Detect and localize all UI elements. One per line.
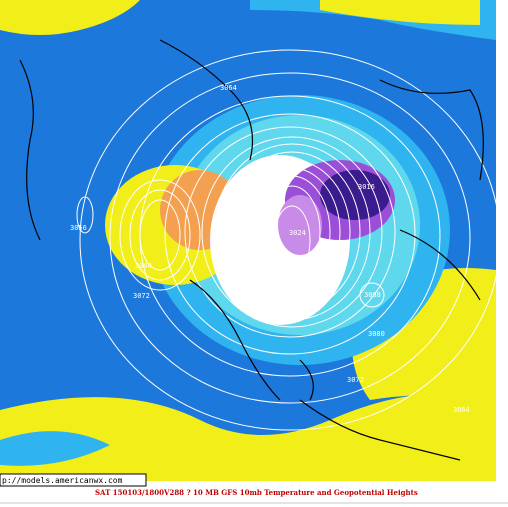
map-caption: SAT 150103/1800V288 ? 10 MB GFS 10mb Tem… [95, 488, 418, 497]
contour-label: 3072 [347, 376, 364, 384]
source-url: p://models.americanwx.com [2, 476, 123, 485]
cool-area [0, 431, 110, 466]
coastlines [19, 39, 484, 461]
contour-label: 3056 [70, 224, 87, 232]
contour-label: 3064 [220, 84, 237, 92]
cold-core [278, 195, 322, 255]
contour-label: 3080 [368, 330, 385, 338]
warm-area [320, 0, 480, 25]
height-contours [76, 49, 496, 431]
contour-label: 3064 [453, 406, 470, 414]
map-field [0, 0, 496, 481]
contour-label: 3072 [133, 292, 150, 300]
cold-core [320, 170, 390, 220]
contour-label: 3088 [364, 291, 381, 299]
contour-label: 3016 [358, 183, 375, 191]
url-box [0, 473, 147, 487]
contour-label: 3024 [289, 229, 306, 237]
contour-label: 3040 [135, 262, 152, 270]
warm-area [0, 0, 140, 35]
